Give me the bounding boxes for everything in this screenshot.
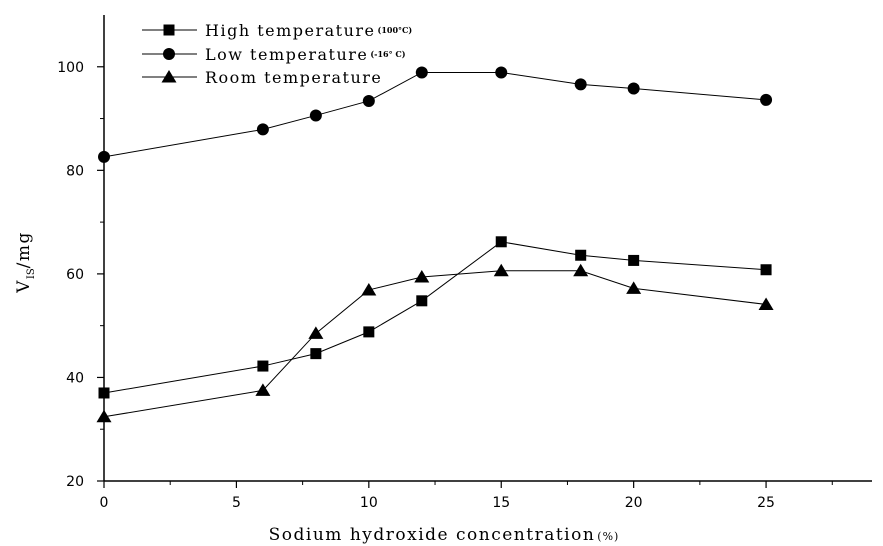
data-point: [415, 66, 428, 79]
legend: High temperature (100°C) Low temperature (-…: [142, 21, 412, 87]
data-point: [628, 254, 640, 266]
legend-marker: [161, 70, 177, 83]
series-circle: [98, 66, 773, 163]
data-point: [361, 282, 377, 296]
data-point: [574, 78, 587, 91]
data-point: [310, 348, 322, 360]
legend-entry: Room temperature: [142, 68, 382, 87]
axis-titles: Sodium hydroxide concentration (%) VIS/mg: [14, 231, 620, 545]
series-triangle: [96, 263, 774, 423]
legend-label: High temperature (100°C): [205, 21, 412, 40]
data-point: [256, 123, 269, 136]
legend-label: Room temperature: [205, 68, 382, 87]
data-point: [96, 409, 112, 423]
data-point: [760, 93, 773, 106]
data-point: [414, 269, 430, 283]
series-line: [103, 241, 767, 394]
y-tick-label: 40: [66, 370, 84, 386]
data-point: [416, 295, 428, 307]
x-tick-label: 15: [492, 495, 510, 511]
data-point: [573, 263, 589, 277]
data-point: [575, 249, 587, 261]
legend-label: Low temperature (-16° C): [205, 45, 406, 64]
series-line: [103, 71, 767, 158]
data-point: [627, 82, 640, 95]
x-axis-title: Sodium hydroxide concentration (%): [269, 525, 620, 545]
data-point: [98, 387, 110, 399]
data-point: [495, 236, 507, 248]
series-layer: [96, 66, 774, 423]
data-point: [362, 94, 375, 107]
y-tick-label: 60: [66, 267, 84, 283]
data-point: [626, 281, 642, 294]
data-point: [495, 66, 508, 79]
data-point: [760, 264, 772, 276]
axes: 0 5 10 15 20 25 20 40 60 80 100: [57, 15, 872, 511]
data-point: [257, 360, 269, 372]
y-tick-label: 80: [66, 163, 84, 179]
data-point: [309, 109, 322, 122]
series-square: [98, 236, 772, 399]
x-tick-label: 5: [232, 495, 241, 511]
x-tick-label: 25: [757, 495, 775, 511]
x-tick-label: 0: [100, 495, 109, 511]
data-point: [363, 326, 375, 338]
y-axis-title: VIS/mg: [14, 231, 37, 294]
data-point: [98, 150, 110, 163]
legend-entry: High temperature (100°C): [142, 21, 412, 40]
data-point: [493, 263, 509, 277]
x-tick-label: 20: [625, 495, 643, 511]
data-point: [308, 326, 324, 339]
legend-marker: [163, 24, 175, 36]
legend-marker: [163, 48, 175, 60]
series-line: [103, 270, 767, 418]
y-tick-label: 20: [66, 474, 84, 490]
data-point: [758, 297, 774, 310]
y-tick-label: 100: [57, 60, 84, 76]
data-point: [255, 383, 271, 396]
legend-entry: Low temperature (-16° C): [142, 45, 406, 64]
x-tick-label: 10: [360, 495, 378, 511]
